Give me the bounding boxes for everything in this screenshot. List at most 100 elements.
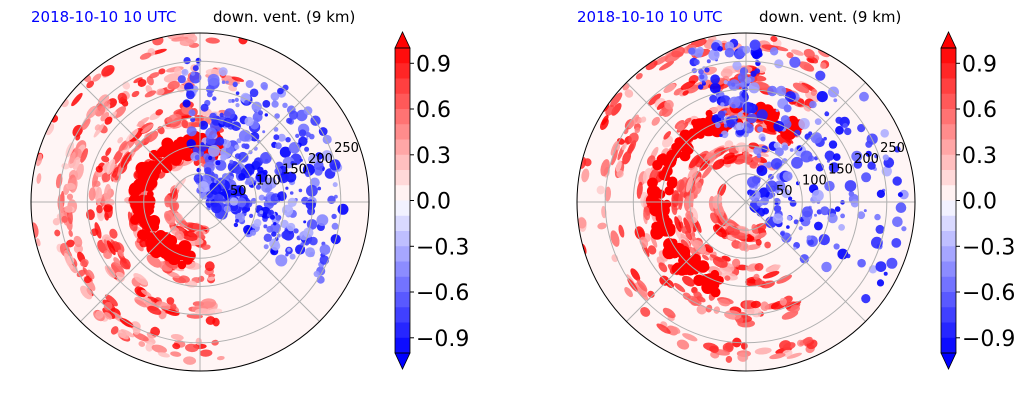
negative-cell bbox=[772, 213, 784, 224]
radial-tick-label: 150 bbox=[282, 163, 307, 178]
radial-tick-label: 150 bbox=[828, 163, 853, 178]
positive-cell bbox=[204, 261, 215, 272]
positive-cell bbox=[170, 333, 184, 341]
positive-cell bbox=[117, 249, 124, 257]
grid-spoke bbox=[745, 201, 866, 322]
positive-cell bbox=[685, 176, 694, 193]
negative-cell bbox=[263, 196, 268, 201]
negative-cell bbox=[287, 247, 291, 252]
grid-spoke bbox=[80, 82, 201, 203]
positive-cell bbox=[69, 151, 76, 165]
positive-cell bbox=[158, 68, 166, 75]
negative-cell bbox=[177, 75, 186, 84]
negative-cell bbox=[892, 216, 903, 228]
negative-cell bbox=[726, 80, 732, 87]
positive-cell bbox=[95, 310, 104, 320]
positive-cell bbox=[103, 100, 111, 107]
negative-cell bbox=[258, 194, 265, 201]
negative-cell bbox=[271, 231, 277, 237]
negative-cell bbox=[813, 156, 819, 161]
grid-spoke bbox=[199, 82, 320, 203]
positive-cell bbox=[166, 113, 182, 125]
negative-cell bbox=[303, 220, 307, 224]
colorbar-level bbox=[941, 337, 956, 354]
colorbar-level bbox=[941, 185, 956, 201]
colorbar-level bbox=[395, 337, 410, 354]
positive-cell bbox=[671, 46, 685, 58]
negative-cell bbox=[818, 234, 830, 246]
negative-cell bbox=[218, 67, 228, 77]
positive-cell bbox=[679, 150, 691, 162]
colorbar-tick-label: 0.0 bbox=[416, 190, 451, 215]
positive-cell bbox=[615, 160, 622, 172]
negative-cell bbox=[183, 57, 191, 65]
positive-cell bbox=[135, 161, 149, 176]
positive-cell bbox=[709, 345, 719, 353]
positive-cell bbox=[658, 60, 675, 71]
negative-cell bbox=[793, 129, 801, 137]
positive-cell bbox=[682, 275, 695, 287]
positive-cell bbox=[664, 99, 674, 110]
negative-cell bbox=[824, 150, 835, 161]
negative-cell bbox=[268, 209, 274, 216]
positive-cell bbox=[658, 262, 668, 273]
negative-cell bbox=[229, 184, 237, 191]
positive-cell bbox=[681, 134, 692, 145]
positive-cell bbox=[710, 273, 717, 280]
positive-cell bbox=[80, 148, 89, 163]
negative-cell bbox=[814, 213, 817, 217]
negative-cell bbox=[717, 46, 723, 52]
negative-cell bbox=[281, 231, 290, 240]
negative-cell bbox=[285, 137, 291, 143]
positive-cell bbox=[71, 92, 83, 107]
negative-cell bbox=[709, 82, 721, 94]
negative-cell bbox=[774, 180, 786, 192]
positive-cell bbox=[136, 194, 150, 209]
polar-grid bbox=[577, 33, 915, 371]
positive-cell bbox=[647, 245, 657, 255]
colorbar-tick-label: −0.9 bbox=[416, 327, 469, 352]
negative-cell bbox=[285, 186, 289, 190]
positive-cell bbox=[803, 48, 815, 59]
negative-cell bbox=[801, 206, 813, 218]
negative-cell bbox=[290, 161, 295, 166]
negative-cell bbox=[200, 103, 209, 112]
positive-cell bbox=[161, 137, 174, 150]
negative-cell bbox=[190, 117, 196, 123]
positive-cell bbox=[166, 297, 175, 305]
positive-cell bbox=[663, 83, 676, 93]
negative-cell bbox=[317, 186, 322, 191]
colorbar-level bbox=[941, 261, 956, 278]
negative-cell bbox=[337, 203, 349, 215]
positive-cell bbox=[72, 156, 81, 170]
positive-cell bbox=[76, 269, 86, 278]
negative-cell bbox=[816, 91, 828, 103]
negative-cell bbox=[244, 116, 254, 127]
negative-cell bbox=[798, 118, 810, 130]
colorbar-level bbox=[941, 292, 956, 308]
negative-cell bbox=[270, 222, 281, 234]
positive-cell bbox=[682, 255, 694, 268]
colorbar-level bbox=[395, 124, 410, 140]
positive-cell bbox=[179, 149, 189, 159]
positive-cell bbox=[81, 118, 91, 131]
positive-cell bbox=[663, 238, 676, 251]
positive-cell bbox=[84, 275, 92, 284]
negative-cell bbox=[238, 152, 249, 163]
positive-cell bbox=[179, 38, 195, 47]
positive-cell bbox=[146, 190, 154, 198]
positive-cell bbox=[682, 292, 691, 300]
positive-cell bbox=[806, 57, 815, 64]
negative-cell bbox=[295, 133, 300, 138]
positive-cell bbox=[165, 309, 180, 316]
negative-cell bbox=[901, 226, 907, 232]
negative-cell bbox=[736, 122, 745, 131]
negative-cell bbox=[232, 81, 238, 87]
negative-cell bbox=[222, 139, 232, 149]
negative-cell bbox=[332, 182, 338, 188]
negative-cell bbox=[765, 180, 778, 192]
negative-cell bbox=[886, 257, 898, 269]
negative-cell bbox=[806, 235, 812, 241]
positive-cell bbox=[783, 342, 796, 351]
positive-cell bbox=[137, 216, 146, 225]
